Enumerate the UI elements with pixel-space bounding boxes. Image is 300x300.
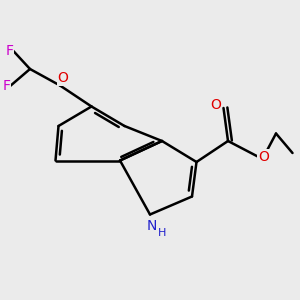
Text: F: F: [3, 79, 10, 92]
Text: O: O: [211, 98, 221, 112]
Text: N: N: [146, 220, 157, 233]
Text: O: O: [58, 71, 68, 85]
Text: F: F: [6, 44, 14, 58]
Text: H: H: [158, 227, 166, 238]
Text: O: O: [258, 150, 269, 164]
